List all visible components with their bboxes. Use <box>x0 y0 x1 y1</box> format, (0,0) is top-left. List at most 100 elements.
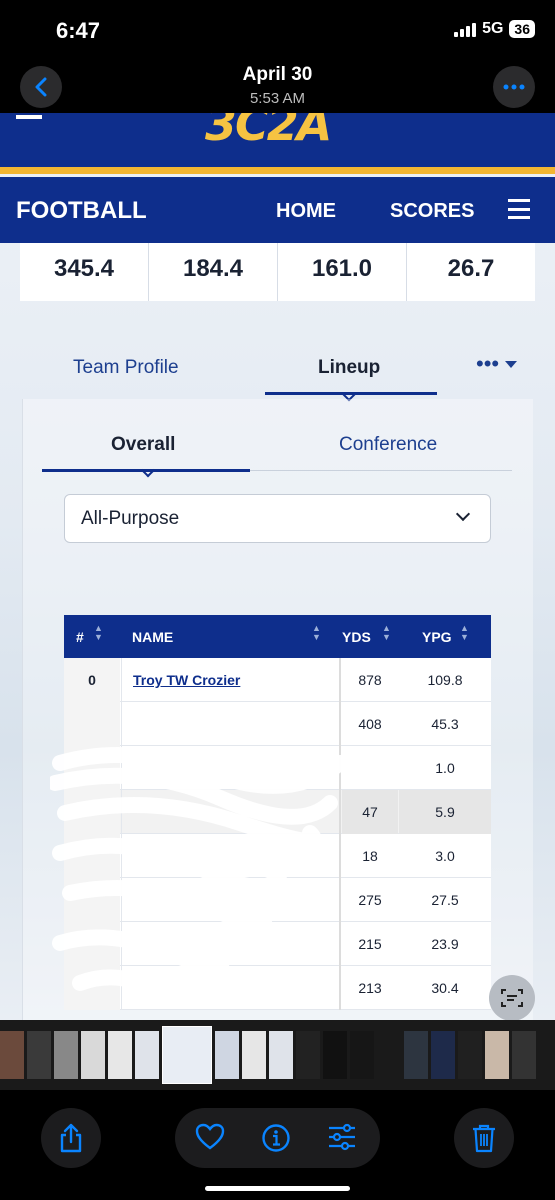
trash-icon <box>473 1124 495 1153</box>
logo-band: 3C2A <box>0 113 555 167</box>
photo-actions-group <box>175 1108 380 1168</box>
cell-yds: 408 <box>358 716 382 732</box>
adjust-button[interactable] <box>327 1123 359 1153</box>
thumbnail[interactable] <box>54 1031 78 1079</box>
tab-active-indicator <box>265 392 437 395</box>
nav-home-link[interactable]: HOME <box>276 200 336 222</box>
thumbnail[interactable] <box>269 1031 293 1079</box>
thumbnail[interactable] <box>512 1031 536 1079</box>
team-tabs: Team Profile Lineup ••• <box>0 349 555 399</box>
cell-yds <box>342 746 398 790</box>
scope-tabs: Overall Conference <box>42 429 512 473</box>
tab-team-profile[interactable]: Team Profile <box>73 357 179 378</box>
thumbnail[interactable] <box>431 1031 455 1079</box>
stat-value: 161.0 <box>278 243 407 301</box>
back-button[interactable] <box>20 66 62 108</box>
status-icons: 5G 36 <box>454 20 535 38</box>
photos-header: April 30 5:53 AM <box>0 58 555 113</box>
thumbnail[interactable] <box>296 1031 320 1079</box>
col-num-header[interactable]: # <box>76 629 84 645</box>
thumbnail[interactable] <box>215 1031 239 1079</box>
col-name-header[interactable]: NAME <box>132 629 174 645</box>
tab-lineup[interactable]: Lineup <box>318 357 381 378</box>
thumbnail[interactable] <box>108 1031 132 1079</box>
redaction-scribble <box>50 747 348 1001</box>
sort-icon[interactable]: ▲ ▼ <box>382 623 391 642</box>
share-button[interactable] <box>41 1108 101 1168</box>
screenshot-content: 3C2A FOOTBALL HOME SCORES 345.4 184.4 16… <box>0 113 555 1020</box>
stat-value: 26.7 <box>447 255 495 282</box>
thumbnail[interactable] <box>485 1031 509 1079</box>
site-logo[interactable]: 3C2A <box>205 113 332 151</box>
more-dots: ••• <box>476 351 500 376</box>
share-icon <box>60 1123 82 1153</box>
signal-icon <box>454 21 477 37</box>
info-button[interactable] <box>261 1123 293 1153</box>
favorite-button[interactable] <box>195 1123 227 1153</box>
cell-name <box>121 966 341 1010</box>
cell-yds: 215 <box>358 936 382 952</box>
cell-yds: 275 <box>358 892 382 908</box>
sort-icon[interactable]: ▲ ▼ <box>460 623 469 642</box>
cell-name <box>121 878 341 922</box>
sport-title[interactable]: FOOTBALL <box>16 197 147 224</box>
adjust-icon <box>329 1123 355 1151</box>
player-link[interactable]: Troy TW Crozier <box>133 672 241 688</box>
more-button[interactable] <box>493 66 535 108</box>
cell-yds: 878 <box>358 672 382 688</box>
cell-yds: 18 <box>362 848 378 864</box>
cell-num <box>64 702 120 746</box>
tab-conference[interactable]: Conference <box>339 434 438 455</box>
thumbnail[interactable] <box>81 1031 105 1079</box>
network-label: 5G <box>482 20 504 37</box>
stat-value: 345.4 <box>20 243 149 301</box>
table-row[interactable]: 215 23.9 <box>64 922 491 966</box>
thumbnail-strip[interactable] <box>0 1020 555 1090</box>
hamburger-menu-icon[interactable] <box>508 199 530 219</box>
nav-scores-link[interactable]: SCORES <box>390 200 475 222</box>
home-indicator <box>205 1186 350 1191</box>
back-chevron-icon <box>35 77 47 97</box>
thumbnail[interactable] <box>350 1031 374 1079</box>
ellipsis-icon <box>503 84 525 90</box>
cell-ypg: 1.0 <box>435 760 455 776</box>
live-text-icon <box>501 989 523 1007</box>
thumbnail-current[interactable] <box>162 1026 212 1084</box>
table-row[interactable]: 0 Troy TW Crozier 878 109.8 <box>64 658 491 702</box>
heart-icon <box>195 1123 225 1150</box>
cell-ypg: 109.8 <box>427 672 463 688</box>
gold-stripe <box>0 167 555 174</box>
tab-overall[interactable]: Overall <box>111 434 176 455</box>
cell-name <box>121 834 341 878</box>
cell-num: 0 <box>64 658 120 702</box>
thumbnail[interactable] <box>27 1031 51 1079</box>
col-ypg-header[interactable]: YPG <box>422 629 452 645</box>
stat-value: 184.4 <box>149 243 278 301</box>
live-text-button[interactable] <box>489 975 535 1020</box>
table-row[interactable]: 408 45.3 <box>64 702 491 746</box>
delete-button[interactable] <box>454 1108 514 1168</box>
cell-ypg: 23.9 <box>431 936 459 952</box>
cell-ypg: 3.0 <box>435 848 455 864</box>
photos-toolbar <box>0 1090 555 1200</box>
cell-name: Troy TW Crozier <box>121 658 341 702</box>
thumbnail[interactable] <box>458 1031 482 1079</box>
status-time: 6:47 <box>56 18 101 43</box>
thumbnail[interactable] <box>0 1031 24 1079</box>
thumbnail[interactable] <box>135 1031 159 1079</box>
thumbnail[interactable] <box>377 1031 401 1079</box>
sort-icon[interactable]: ▲ ▼ <box>312 623 321 642</box>
thumbnail[interactable] <box>404 1031 428 1079</box>
caret-down-icon <box>505 361 518 369</box>
tab-more[interactable]: ••• <box>476 351 518 377</box>
cell-ypg: 5.9 <box>399 790 491 834</box>
status-bar: 6:47 5G 36 <box>0 0 555 58</box>
sort-icon[interactable]: ▲ ▼ <box>94 623 103 642</box>
cell-ypg: 27.5 <box>431 892 459 908</box>
col-yds-header[interactable]: YDS <box>342 629 371 645</box>
thumbnail[interactable] <box>242 1031 266 1079</box>
cell-ypg: 30.4 <box>431 980 459 996</box>
stat-category-select[interactable]: All-Purpose <box>64 494 491 543</box>
thumbnail[interactable] <box>323 1031 347 1079</box>
subtab-active-indicator <box>42 469 250 472</box>
